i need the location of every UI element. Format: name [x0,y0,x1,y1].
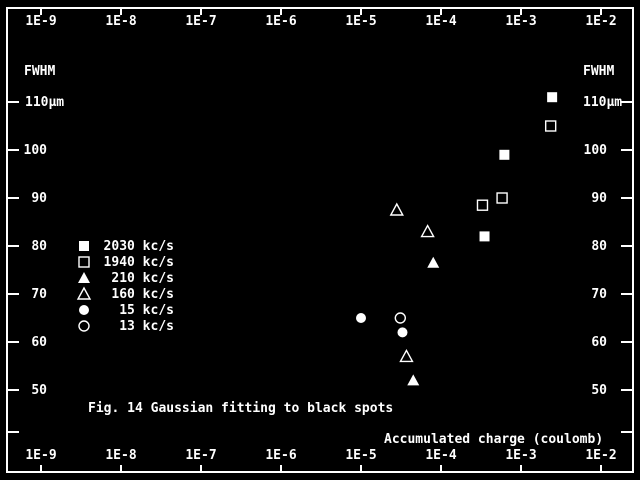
legend-marker-triangle-open [76,286,92,300]
x-tick-label-bottom: 1E-3 [505,448,536,463]
data-point-triangle-filled [407,374,420,386]
legend-marker-square-open [78,256,90,268]
y-tick-label-left: 110μm [25,95,64,110]
y-tick-label-right: 80 [591,239,607,254]
y-tick-label-right: 60 [591,335,607,350]
data-point-triangle-open [389,202,404,216]
y-tick-label-left: 60 [31,335,47,350]
x-tick-label-bottom: 1E-8 [105,448,136,463]
x-tick-label-bottom: 1E-9 [25,448,56,463]
legend-label: 160 kc/s [111,287,174,302]
y-tick-label-left: 100 [24,143,48,158]
legend-label: 13 kc/s [119,319,174,334]
plot-frame [6,7,634,473]
y-axis-title-right: FWHM [583,64,614,79]
x-tick-label-bottom: 1E-2 [585,448,616,463]
legend-marker-circle-filled [79,305,89,315]
x-tick-label-bottom: 1E-6 [265,448,296,463]
x-tick-label-top: 1E-9 [25,14,56,29]
x-tick-label-top: 1E-5 [345,14,376,29]
legend-label: 15 kc/s [119,303,174,318]
x-tick-label-top: 1E-3 [505,14,536,29]
x-axis-title: Accumulated charge (coulomb) [384,432,603,447]
data-point-triangle-open [420,224,435,238]
x-tick-label-bottom: 1E-5 [345,448,376,463]
x-tick-label-bottom: 1E-4 [425,448,456,463]
figure-caption: Fig. 14 Gaussian fitting to black spots [88,401,393,416]
y-tick-label-left: 90 [31,191,47,206]
y-axis-title-left: FWHM [24,64,55,79]
y-tick-label-right: 70 [591,287,607,302]
legend-marker-triangle-filled [78,272,90,283]
x-tick-label-top: 1E-7 [185,14,216,29]
data-point-circle-open [394,312,407,324]
y-tick-label-right: 110μm [583,95,622,110]
legend-label: 210 kc/s [111,271,174,286]
x-tick-label-top: 1E-4 [425,14,456,29]
legend-marker-circle-open [78,320,90,332]
legend-marker-square-filled [79,241,89,251]
data-point-square-open [544,120,557,132]
data-point-square-open [476,199,489,211]
x-tick-label-top: 1E-2 [585,14,616,29]
data-point-square-filled [499,149,510,160]
x-tick-label-top: 1E-6 [265,14,296,29]
data-point-square-filled [547,92,558,103]
data-point-circle-filled [356,313,366,323]
y-tick-label-right: 90 [591,191,607,206]
data-point-triangle-filled [427,256,440,268]
data-point-triangle-open [399,348,414,363]
y-tick-label-left: 50 [31,383,47,398]
legend-label: 2030 kc/s [104,239,174,254]
x-tick-label-bottom: 1E-7 [185,448,216,463]
y-tick-label-left: 70 [31,287,47,302]
legend-label: 1940 kc/s [104,255,174,270]
y-tick-label-right: 100 [584,143,608,158]
data-point-square-open [496,192,508,204]
y-tick-label-left: 80 [31,239,47,254]
data-point-circle-filled [397,327,408,338]
x-tick-label-top: 1E-8 [105,14,136,29]
data-point-square-filled [479,231,490,242]
y-tick-label-right: 50 [591,383,607,398]
